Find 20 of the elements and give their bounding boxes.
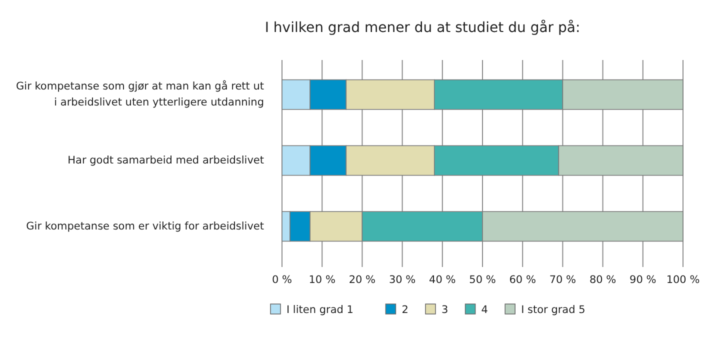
legend-label: 3 [442,304,448,316]
x-tick-label: 80 % [589,274,616,286]
x-tick-label: 70 % [549,274,576,286]
x-tick-label: 40 % [429,274,456,286]
x-tick-label: 30 % [388,274,416,286]
x-tick-label: 50 % [469,274,496,286]
y-tick-label: Gir kompetanse som er viktig for arbeidslivet [26,220,264,232]
y-tick-label: Gir kompetanse som gjør at man kan gå rett ut i arbeidslivet uten ytterligere utdanning [16,79,264,108]
chart-title: I hvilken grad mener du at studiet du går på: [264,19,580,36]
x-tick-label: 10 % [308,274,336,286]
x-tick-label: 20 % [348,274,376,286]
y-tick-label: Har godt samarbeid med arbeidslivet [68,154,264,166]
legend-label: 4 [481,304,488,316]
x-tick-label: 90 % [630,274,656,286]
legend-label: 2 [402,304,408,316]
legend-label: I stor grad 5 [521,304,586,316]
x-tick-label: 60 % [509,274,536,286]
legend-label: I liten grad 1 [286,304,354,316]
x-tick-label: 0 % [272,274,292,286]
x-tick-label: 100 % [666,274,700,286]
